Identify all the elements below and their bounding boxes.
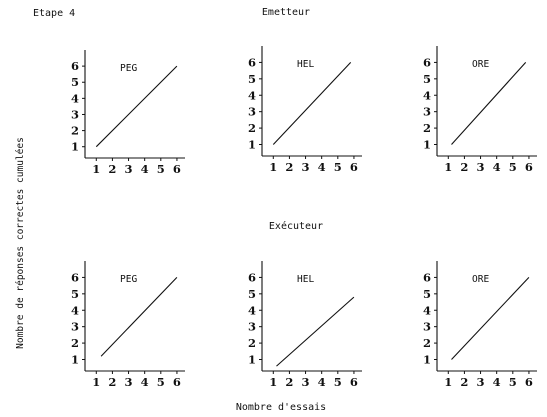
y-tick-label: 4 <box>248 303 256 317</box>
x-tick-label: 6 <box>525 160 533 174</box>
panel-title: HEL <box>297 59 314 70</box>
x-tick-label: 5 <box>157 162 165 176</box>
x-tick-label: 5 <box>334 375 342 389</box>
x-tick-label: 4 <box>318 160 326 174</box>
x-tick-label: 4 <box>141 162 149 176</box>
y-tick-label: 1 <box>248 353 256 367</box>
y-tick-label: 1 <box>71 353 79 367</box>
y-tick-label: 5 <box>71 75 79 89</box>
y-tick-label: 1 <box>71 140 79 154</box>
y-axis-label: Nombre de réponses correctes cumulées <box>15 137 26 349</box>
x-axis-label: Nombre d'essais <box>236 402 326 413</box>
y-tick-label: 1 <box>248 138 256 152</box>
y-tick-label: 1 <box>423 353 431 367</box>
x-tick-label: 1 <box>92 375 100 389</box>
y-tick-label: 5 <box>71 287 79 301</box>
x-tick-label: 1 <box>444 375 452 389</box>
y-tick-label: 4 <box>71 303 79 317</box>
x-tick-label: 2 <box>108 162 116 176</box>
x-tick-label: 1 <box>444 160 452 174</box>
x-tick-label: 1 <box>92 162 100 176</box>
x-tick-label: 6 <box>350 375 358 389</box>
y-tick-label: 4 <box>423 303 431 317</box>
x-tick-label: 4 <box>141 375 149 389</box>
y-tick-label: 6 <box>423 55 431 69</box>
panel-title: HEL <box>297 274 314 285</box>
y-tick-label: 5 <box>423 72 431 86</box>
y-tick-label: 3 <box>71 320 79 334</box>
y-tick-label: 2 <box>248 336 256 350</box>
x-tick-label: 2 <box>285 375 293 389</box>
x-tick-label: 4 <box>318 375 326 389</box>
x-tick-label: 3 <box>125 162 133 176</box>
y-tick-label: 2 <box>423 336 431 350</box>
y-tick-label: 3 <box>423 320 431 334</box>
y-tick-label: 6 <box>248 55 256 69</box>
x-tick-label: 4 <box>493 160 501 174</box>
x-tick-label: 6 <box>173 162 181 176</box>
x-tick-label: 1 <box>269 160 277 174</box>
x-tick-label: 6 <box>350 160 358 174</box>
y-tick-label: 6 <box>423 270 431 284</box>
x-tick-label: 3 <box>302 160 310 174</box>
y-tick-label: 3 <box>248 320 256 334</box>
x-tick-label: 2 <box>108 375 116 389</box>
x-tick-label: 2 <box>285 160 293 174</box>
x-tick-label: 2 <box>460 375 468 389</box>
y-tick-label: 5 <box>423 287 431 301</box>
series-line <box>276 296 355 367</box>
x-tick-label: 6 <box>173 375 181 389</box>
y-tick-label: 4 <box>423 88 431 102</box>
x-tick-label: 3 <box>302 375 310 389</box>
y-tick-label: 3 <box>71 107 79 121</box>
y-tick-label: 2 <box>71 124 79 138</box>
y-tick-label: 3 <box>248 105 256 119</box>
y-tick-label: 2 <box>248 121 256 135</box>
x-tick-label: 5 <box>509 160 517 174</box>
x-tick-label: 3 <box>477 160 485 174</box>
x-tick-label: 5 <box>157 375 165 389</box>
y-tick-label: 4 <box>248 88 256 102</box>
y-tick-label: 5 <box>248 72 256 86</box>
group-title-emetteur: Emetteur <box>262 7 310 18</box>
y-tick-label: 5 <box>248 287 256 301</box>
y-tick-label: 2 <box>71 336 79 350</box>
series-line <box>451 277 530 360</box>
y-tick-label: 6 <box>71 59 79 73</box>
y-tick-label: 6 <box>71 270 79 284</box>
y-tick-label: 6 <box>248 270 256 284</box>
step-label: Etape 4 <box>33 8 75 19</box>
x-tick-label: 1 <box>269 375 277 389</box>
panel-title: PEG <box>120 63 137 74</box>
series-line <box>451 62 527 145</box>
series-line <box>95 65 178 148</box>
x-tick-label: 5 <box>334 160 342 174</box>
y-tick-label: 4 <box>71 91 79 105</box>
panel-title: PEG <box>120 274 137 285</box>
panel-title: ORE <box>472 274 489 285</box>
panel-title: ORE <box>472 59 489 70</box>
x-tick-label: 2 <box>460 160 468 174</box>
y-tick-label: 2 <box>423 121 431 135</box>
y-tick-label: 3 <box>423 105 431 119</box>
x-tick-label: 5 <box>509 375 517 389</box>
y-tick-label: 1 <box>423 138 431 152</box>
series-line <box>272 62 352 145</box>
x-tick-label: 3 <box>125 375 133 389</box>
x-tick-label: 6 <box>525 375 533 389</box>
group-title-executeur: Exécuteur <box>269 220 323 232</box>
x-tick-label: 4 <box>493 375 501 389</box>
x-tick-label: 3 <box>477 375 485 389</box>
series-line <box>100 277 178 357</box>
